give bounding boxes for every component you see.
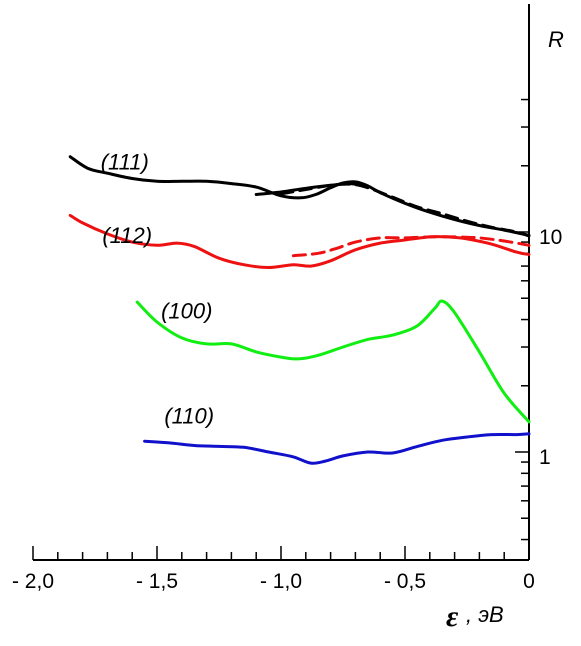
x-axis-symbol: ε: [446, 600, 459, 633]
curve-label-100: (100): [161, 298, 212, 323]
series-line-extra-2-dashed: [279, 182, 531, 238]
curve-label-112: (112): [102, 223, 152, 248]
x-tick-label: - 1,0: [260, 570, 302, 593]
curve-label-110: (110): [164, 403, 214, 428]
series-line-111: [68, 155, 531, 237]
y-tick-label: 1: [539, 446, 551, 469]
series-line-112: [68, 213, 531, 269]
x-axis-unit: , эВ: [466, 602, 504, 627]
labels-layer: (111) (112) (100) (110): [101, 150, 214, 429]
series-layer: [68, 155, 531, 465]
series-line-110: [143, 432, 531, 465]
curve-label-111: (111): [101, 150, 149, 175]
series-line-100: [135, 299, 531, 424]
y-tick-label: 10: [539, 226, 562, 249]
x-tick-label: 0: [523, 570, 535, 593]
axes: - 2,0 - 1,5 - 1,0 - 0,5 0 10 1: [12, 4, 562, 593]
x-tick-label: - 0,5: [384, 570, 426, 593]
x-tick-label: - 2,0: [12, 570, 54, 593]
x-tick-label: - 1,5: [136, 570, 178, 593]
series-line-extra-4-dashed: [291, 235, 531, 258]
y-axis-label: R: [548, 27, 564, 52]
